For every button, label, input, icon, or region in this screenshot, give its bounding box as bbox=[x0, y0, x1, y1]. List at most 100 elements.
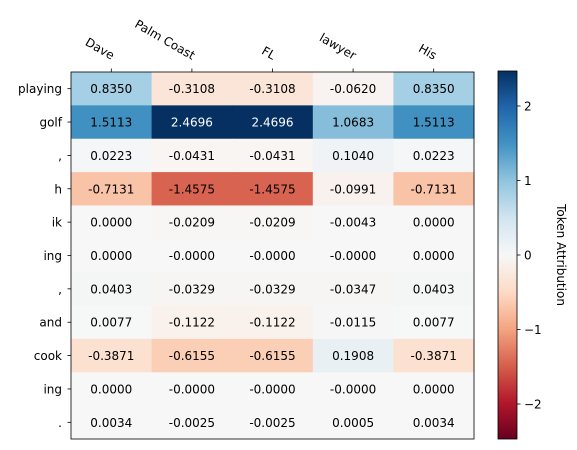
heatmap-cell bbox=[232, 338, 314, 373]
heatmap-cell bbox=[312, 372, 394, 407]
colorbar-gradient bbox=[497, 70, 518, 440]
cell-value-label: 0.8350 bbox=[413, 82, 455, 96]
cell-value-label: -0.0000 bbox=[249, 249, 295, 263]
cell-value-label: -0.0025 bbox=[249, 416, 295, 430]
heatmap-cell bbox=[71, 238, 153, 273]
heatmap-cell bbox=[151, 305, 233, 340]
cell-value-label: 0.1040 bbox=[332, 149, 374, 163]
heatmap-cell bbox=[312, 405, 394, 440]
cell-value-label: -0.0025 bbox=[169, 416, 215, 430]
heatmap-cell bbox=[312, 205, 394, 240]
cell-value-label: -0.7131 bbox=[411, 182, 457, 196]
heatmap-cell bbox=[232, 72, 314, 106]
cell-value-label: -0.0209 bbox=[169, 216, 215, 230]
cell-value-label: -0.0043 bbox=[330, 216, 376, 230]
heatmap-cell bbox=[71, 205, 153, 240]
x-tick-label: Palm Coast bbox=[132, 17, 197, 63]
heatmap-cell bbox=[151, 205, 233, 240]
cell-value-label: -1.4575 bbox=[169, 182, 215, 196]
cell-value-label: 1.0683 bbox=[332, 116, 374, 130]
heatmap-cell bbox=[71, 105, 153, 140]
heatmap-cell bbox=[151, 238, 233, 273]
heatmap-cell bbox=[312, 72, 394, 106]
x-tick-label: Dave bbox=[83, 35, 117, 63]
cell-value-label: 0.0077 bbox=[90, 316, 132, 330]
heatmap-cell bbox=[71, 405, 153, 440]
colorbar-tick-label: −2 bbox=[524, 398, 542, 412]
cell-value-label: 2.4696 bbox=[252, 116, 294, 130]
colorbar-tick-label: −1 bbox=[524, 323, 542, 337]
cell-value-label: 0.1908 bbox=[332, 349, 374, 363]
cell-value-label: -1.4575 bbox=[249, 182, 295, 196]
heatmap-cell bbox=[312, 338, 394, 373]
cell-value-label: -0.7131 bbox=[88, 182, 134, 196]
cell-value-label: 0.0005 bbox=[332, 416, 374, 430]
heatmap-cell bbox=[71, 338, 153, 373]
cell-value-label: 0.0223 bbox=[90, 149, 132, 163]
cell-value-label: -0.3108 bbox=[169, 82, 215, 96]
cell-value-label: 0.8350 bbox=[90, 82, 132, 96]
cell-value-label: 0.0000 bbox=[90, 249, 132, 263]
colorbar-tick-label: 2 bbox=[524, 99, 532, 113]
cell-value-label: -0.3871 bbox=[88, 349, 134, 363]
heatmap-cell bbox=[312, 172, 394, 206]
y-tick-label: golf bbox=[39, 116, 62, 130]
cell-value-label: -0.1122 bbox=[169, 316, 215, 330]
cell-value-label: -0.0329 bbox=[249, 282, 295, 296]
heatmap-cell bbox=[151, 405, 233, 440]
heatmap-cell bbox=[393, 338, 475, 373]
x-tick-label: lawyer bbox=[317, 31, 359, 63]
heatmap-cell bbox=[312, 238, 394, 273]
cell-value-label: 0.0000 bbox=[413, 382, 455, 396]
y-tick-label: h bbox=[54, 182, 62, 196]
cell-value-label: -0.6155 bbox=[169, 349, 215, 363]
colorbar: 2 1 0 −1 −2 Token Attribution bbox=[497, 70, 568, 440]
y-tick-label: , bbox=[58, 282, 62, 296]
heatmap-cell bbox=[393, 205, 475, 240]
heatmap-cell bbox=[71, 138, 153, 173]
cell-value-label: -0.0000 bbox=[330, 382, 376, 396]
cell-value-label: -0.0431 bbox=[169, 149, 215, 163]
cell-value-label: -0.0000 bbox=[330, 249, 376, 263]
heatmap-cell bbox=[393, 372, 475, 407]
y-tick-label: ik bbox=[52, 216, 62, 230]
heatmap-cell-labels: 0.8350 -0.3108 -0.3108 -0.0620 0.8350 1.5113 2… bbox=[88, 82, 457, 430]
heatmap-cell bbox=[393, 172, 475, 206]
cell-value-label: 1.5113 bbox=[90, 116, 132, 130]
heatmap-cell bbox=[232, 305, 314, 340]
heatmap-cells bbox=[71, 72, 475, 440]
y-tick-label: playing bbox=[18, 82, 62, 96]
x-axis-ticks: Dave Palm Coast FL lawyer His bbox=[83, 17, 439, 72]
y-tick-label: ing bbox=[43, 382, 62, 396]
cell-value-label: 0.0223 bbox=[413, 149, 455, 163]
heatmap-cell bbox=[151, 272, 233, 307]
cell-value-label: -0.0209 bbox=[249, 216, 295, 230]
heatmap-cell bbox=[393, 138, 475, 173]
heatmap-cell bbox=[393, 105, 475, 140]
heatmap-cell bbox=[232, 172, 314, 206]
x-tick-label: FL bbox=[259, 44, 278, 63]
heatmap-cell bbox=[232, 205, 314, 240]
cell-value-label: -0.0329 bbox=[169, 282, 215, 296]
cell-value-label: 0.0000 bbox=[90, 216, 132, 230]
heatmap-cell bbox=[151, 72, 233, 106]
heatmap-cell bbox=[312, 305, 394, 340]
cell-value-label: 2.4696 bbox=[171, 116, 213, 130]
heatmap-cell bbox=[393, 305, 475, 340]
heatmap-cell bbox=[232, 138, 314, 173]
y-tick-label: ing bbox=[43, 249, 62, 263]
cell-value-label: -0.3871 bbox=[411, 349, 457, 363]
heatmap-cell bbox=[393, 272, 475, 307]
heatmap-cell bbox=[232, 105, 314, 140]
cell-value-label: -0.0991 bbox=[330, 182, 376, 196]
cell-value-label: 0.0077 bbox=[413, 316, 455, 330]
heatmap-cell bbox=[71, 72, 153, 106]
y-tick-label: and bbox=[39, 316, 62, 330]
colorbar-ticks: 2 1 0 −1 −2 bbox=[517, 99, 542, 412]
cell-value-label: 0.0403 bbox=[413, 282, 455, 296]
heatmap-cell bbox=[151, 172, 233, 206]
cell-value-label: -0.3108 bbox=[249, 82, 295, 96]
cell-value-label: -0.0000 bbox=[249, 382, 295, 396]
heatmap-cell bbox=[393, 405, 475, 440]
